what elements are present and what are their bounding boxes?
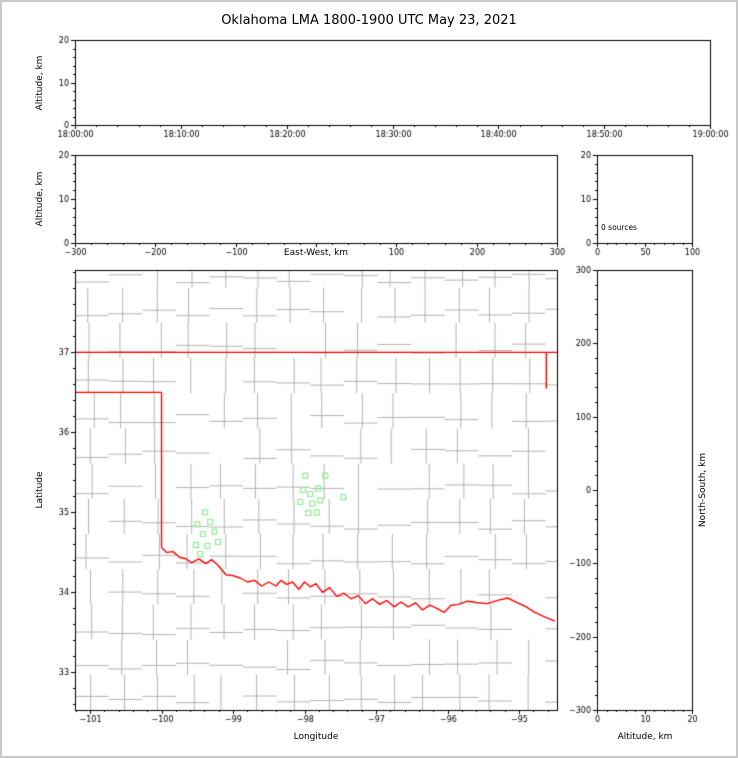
source-count-note: 0 sources [601,223,637,232]
ew-panel-y-axis-label: Altitude, km [35,171,45,227]
ew-panel-x-axis-label: East-West, km [283,248,349,258]
map-y-axis-label: Latitude [35,471,45,509]
time-panel-y-axis-label: Altitude, km [35,55,45,111]
ns-panel-y-axis-label: North-South, km [698,452,708,528]
figure-title: Oklahoma LMA 1800-1900 UTC May 23, 2021 [221,13,517,28]
ns-panel-x-axis-label: Altitude, km [617,732,673,742]
map-x-axis-label: Longitude [293,732,339,742]
